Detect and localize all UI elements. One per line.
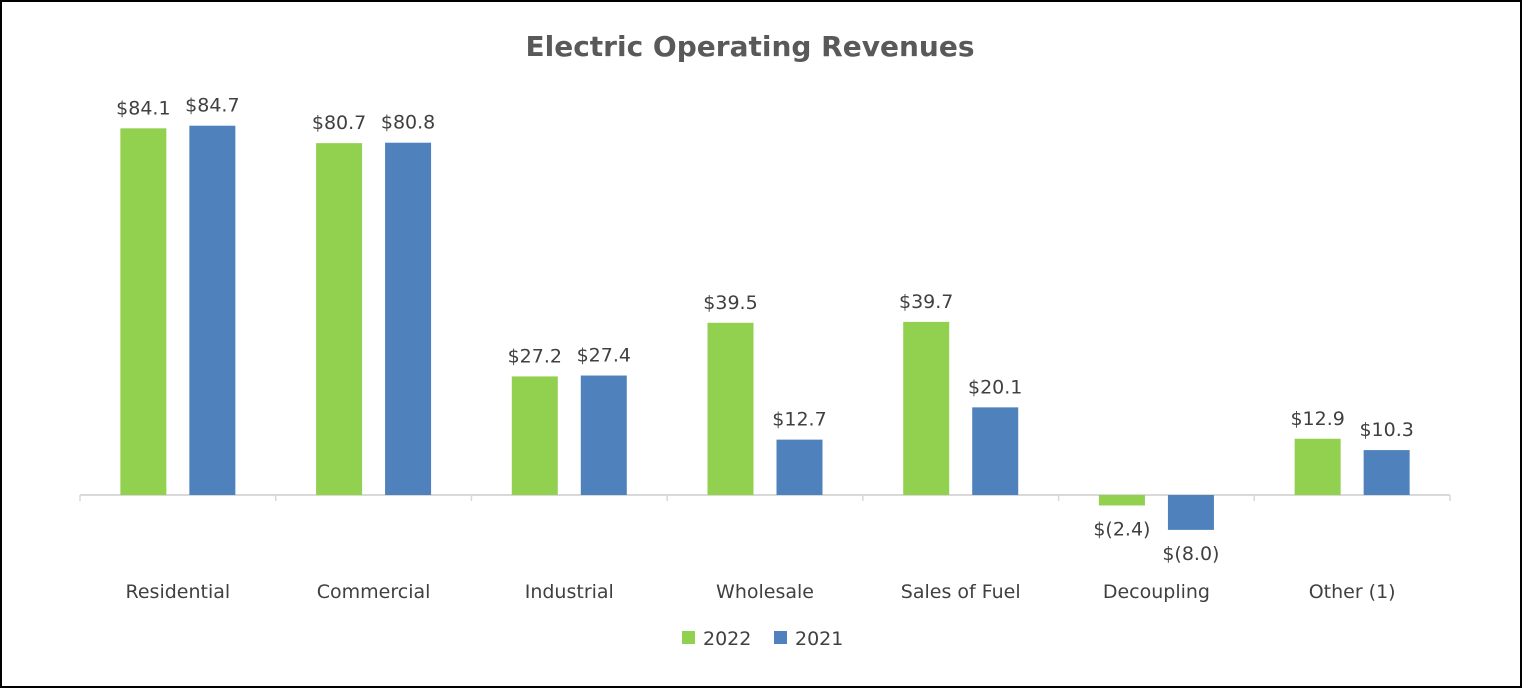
data-label-2022-decoupling: $(2.4): [1093, 518, 1150, 540]
data-label-2022-residential: $84.1: [116, 97, 170, 119]
bar-2022-sales-of-fuel: [903, 321, 950, 495]
data-label-2022-wholesale: $39.5: [703, 292, 757, 314]
bar-2022-industrial: [511, 376, 558, 495]
legend-swatch-2021: [774, 631, 787, 644]
legend-swatch-2022: [682, 631, 695, 644]
data-label-2022-industrial: $27.2: [508, 345, 562, 367]
data-label-2021-residential: $84.7: [185, 95, 239, 117]
legend: 2022 2021: [682, 628, 843, 650]
bar-2022-other-1: [1294, 438, 1341, 495]
data-label-2021-other-1: $10.3: [1359, 419, 1413, 441]
bar-2021-commercial: [385, 142, 432, 495]
plot-area: Residential $84.1 $84.7 Commercial $80.7 $80.…: [79, 95, 1451, 603]
category-label-sales-of-fuel: Sales of Fuel: [901, 581, 1021, 603]
bar-2021-other-1: [1363, 450, 1410, 495]
data-label-2021-sales-of-fuel: $20.1: [968, 376, 1022, 398]
bar-2022-decoupling: [1098, 495, 1145, 506]
bar-2021-sales-of-fuel: [972, 407, 1019, 495]
data-label-2022-commercial: $80.7: [312, 112, 366, 134]
bar-2021-industrial: [580, 375, 627, 495]
legend-label-2022: 2022: [703, 628, 751, 650]
bar-2022-residential: [120, 128, 167, 495]
bar-2022-commercial: [316, 143, 363, 495]
data-label-2022-other-1: $12.9: [1290, 408, 1344, 430]
category-label-commercial: Commercial: [317, 581, 431, 603]
bar-2021-decoupling: [1167, 495, 1214, 530]
chart-title: Electric Operating Revenues: [525, 30, 974, 63]
data-label-2021-commercial: $80.8: [381, 112, 435, 134]
category-label-decoupling: Decoupling: [1103, 581, 1210, 603]
data-label-2021-wholesale: $12.7: [772, 409, 826, 431]
data-label-2022-sales-of-fuel: $39.7: [899, 291, 953, 313]
bar-2021-wholesale: [776, 439, 823, 495]
bar-2021-residential: [189, 125, 236, 495]
data-label-2021-decoupling: $(8.0): [1162, 543, 1219, 565]
category-label-industrial: Industrial: [525, 581, 614, 603]
data-label-2021-industrial: $27.4: [577, 345, 631, 367]
bar-2022-wholesale: [707, 322, 754, 495]
category-label-wholesale: Wholesale: [716, 581, 814, 603]
category-label-residential: Residential: [126, 581, 231, 603]
legend-label-2021: 2021: [795, 628, 843, 650]
category-label-other-1: Other (1): [1309, 581, 1396, 603]
